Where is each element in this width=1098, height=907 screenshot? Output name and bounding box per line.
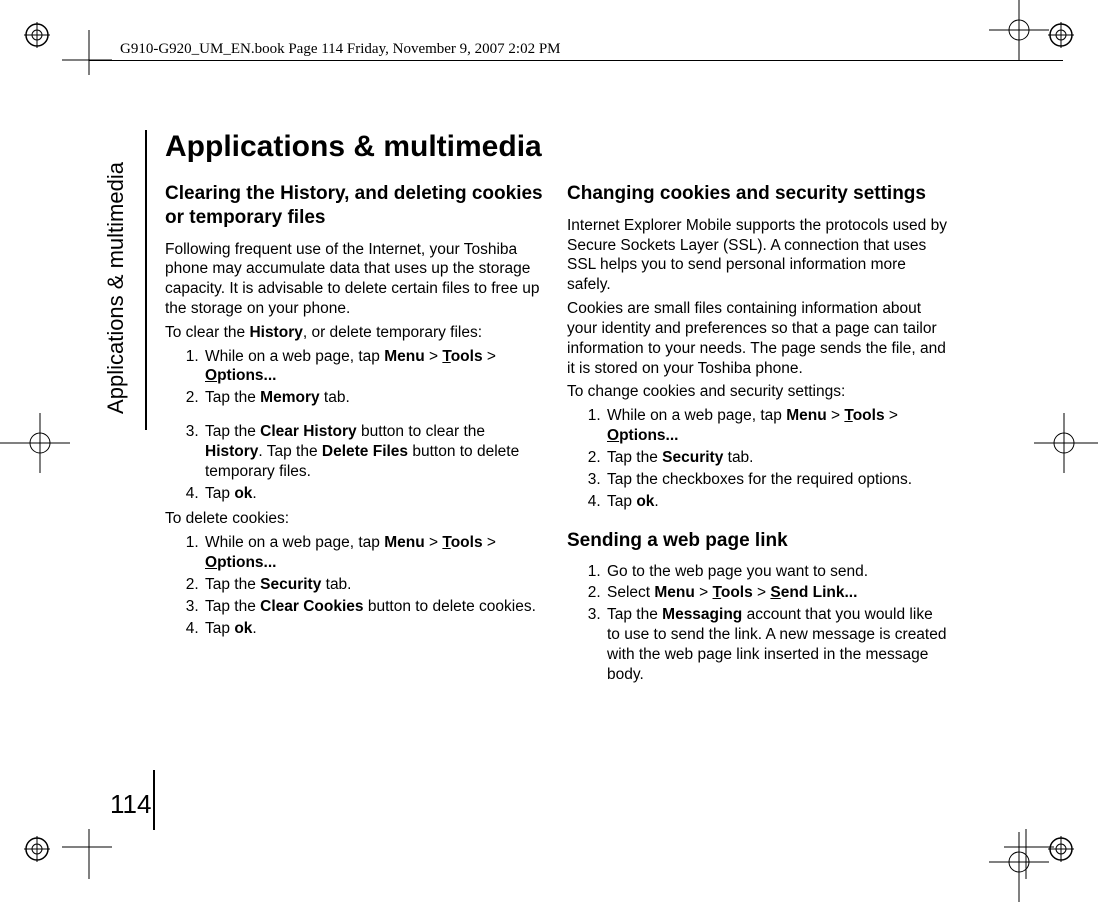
- step: Tap the Clear History button to clear th…: [203, 422, 545, 481]
- para-cookies: Cookies are small files containing infor…: [567, 299, 947, 378]
- section-cookies-title: Changing cookies and security settings: [567, 182, 947, 206]
- steps-delete-cookies: While on a web page, tap Menu > Tools > …: [165, 533, 545, 638]
- step: Tap the Memory tab.: [203, 388, 545, 408]
- column-left: Clearing the History, and deleting cooki…: [165, 182, 545, 691]
- header-rule: [89, 60, 1063, 61]
- steps-send-link: Go to the web page you want to send. Sel…: [567, 562, 947, 685]
- step: Tap the Security tab.: [605, 448, 947, 468]
- step: Tap the checkboxes for the required opti…: [605, 470, 947, 490]
- cropmark-left: [0, 403, 80, 483]
- step: Tap the Messaging account that you would…: [605, 605, 947, 684]
- page-number-rule: [153, 770, 155, 830]
- step: Tap ok.: [605, 492, 947, 512]
- step: Tap the Security tab.: [203, 575, 545, 595]
- side-tab-top: Applications & multimedia: [115, 130, 147, 430]
- page: Applications & multimedia Applications &…: [120, 130, 950, 830]
- steps-clear-history-cont: Tap the Clear History button to clear th…: [165, 422, 545, 503]
- para-clear-history: To clear the History, or delete temporar…: [165, 323, 545, 343]
- step: While on a web page, tap Menu > Tools > …: [203, 347, 545, 387]
- step: While on a web page, tap Menu > Tools > …: [203, 533, 545, 573]
- columns: Clearing the History, and deleting cooki…: [165, 182, 950, 691]
- steps-clear-history: While on a web page, tap Menu > Tools > …: [165, 347, 545, 408]
- column-right: Changing cookies and security settings I…: [567, 182, 947, 691]
- step: Tap the Clear Cookies button to delete c…: [203, 597, 545, 617]
- print-header: G910-G920_UM_EN.book Page 114 Friday, No…: [120, 41, 561, 58]
- step: Tap ok.: [203, 484, 545, 504]
- step: Go to the web page you want to send.: [605, 562, 947, 582]
- page-number: 114: [110, 789, 151, 820]
- cropmark-right: [1024, 403, 1098, 483]
- para-delete-cookies: To delete cookies:: [165, 509, 545, 529]
- step: Select Menu > Tools > Send Link...: [605, 583, 947, 603]
- step: Tap ok.: [203, 619, 545, 639]
- para-ssl: Internet Explorer Mobile supports the pr…: [567, 216, 947, 295]
- crop-corner-br: [996, 819, 1056, 884]
- section-clearing-title: Clearing the History, and deleting cooki…: [165, 182, 545, 230]
- para-change-settings: To change cookies and security settings:: [567, 382, 947, 402]
- steps-change-settings: While on a web page, tap Menu > Tools > …: [567, 406, 947, 511]
- section-send-link-title: Sending a web page link: [567, 529, 947, 553]
- crop-corner-tl: [62, 30, 122, 95]
- para-intro: Following frequent use of the Internet, …: [165, 240, 545, 319]
- regmark-top-left: [24, 22, 64, 62]
- regmark-bottom-left: [24, 836, 64, 876]
- crop-corner-bl: [62, 819, 122, 884]
- chapter-title: Applications & multimedia: [165, 130, 950, 164]
- step: While on a web page, tap Menu > Tools > …: [605, 406, 947, 446]
- side-tab-label: Applications & multimedia: [103, 162, 129, 414]
